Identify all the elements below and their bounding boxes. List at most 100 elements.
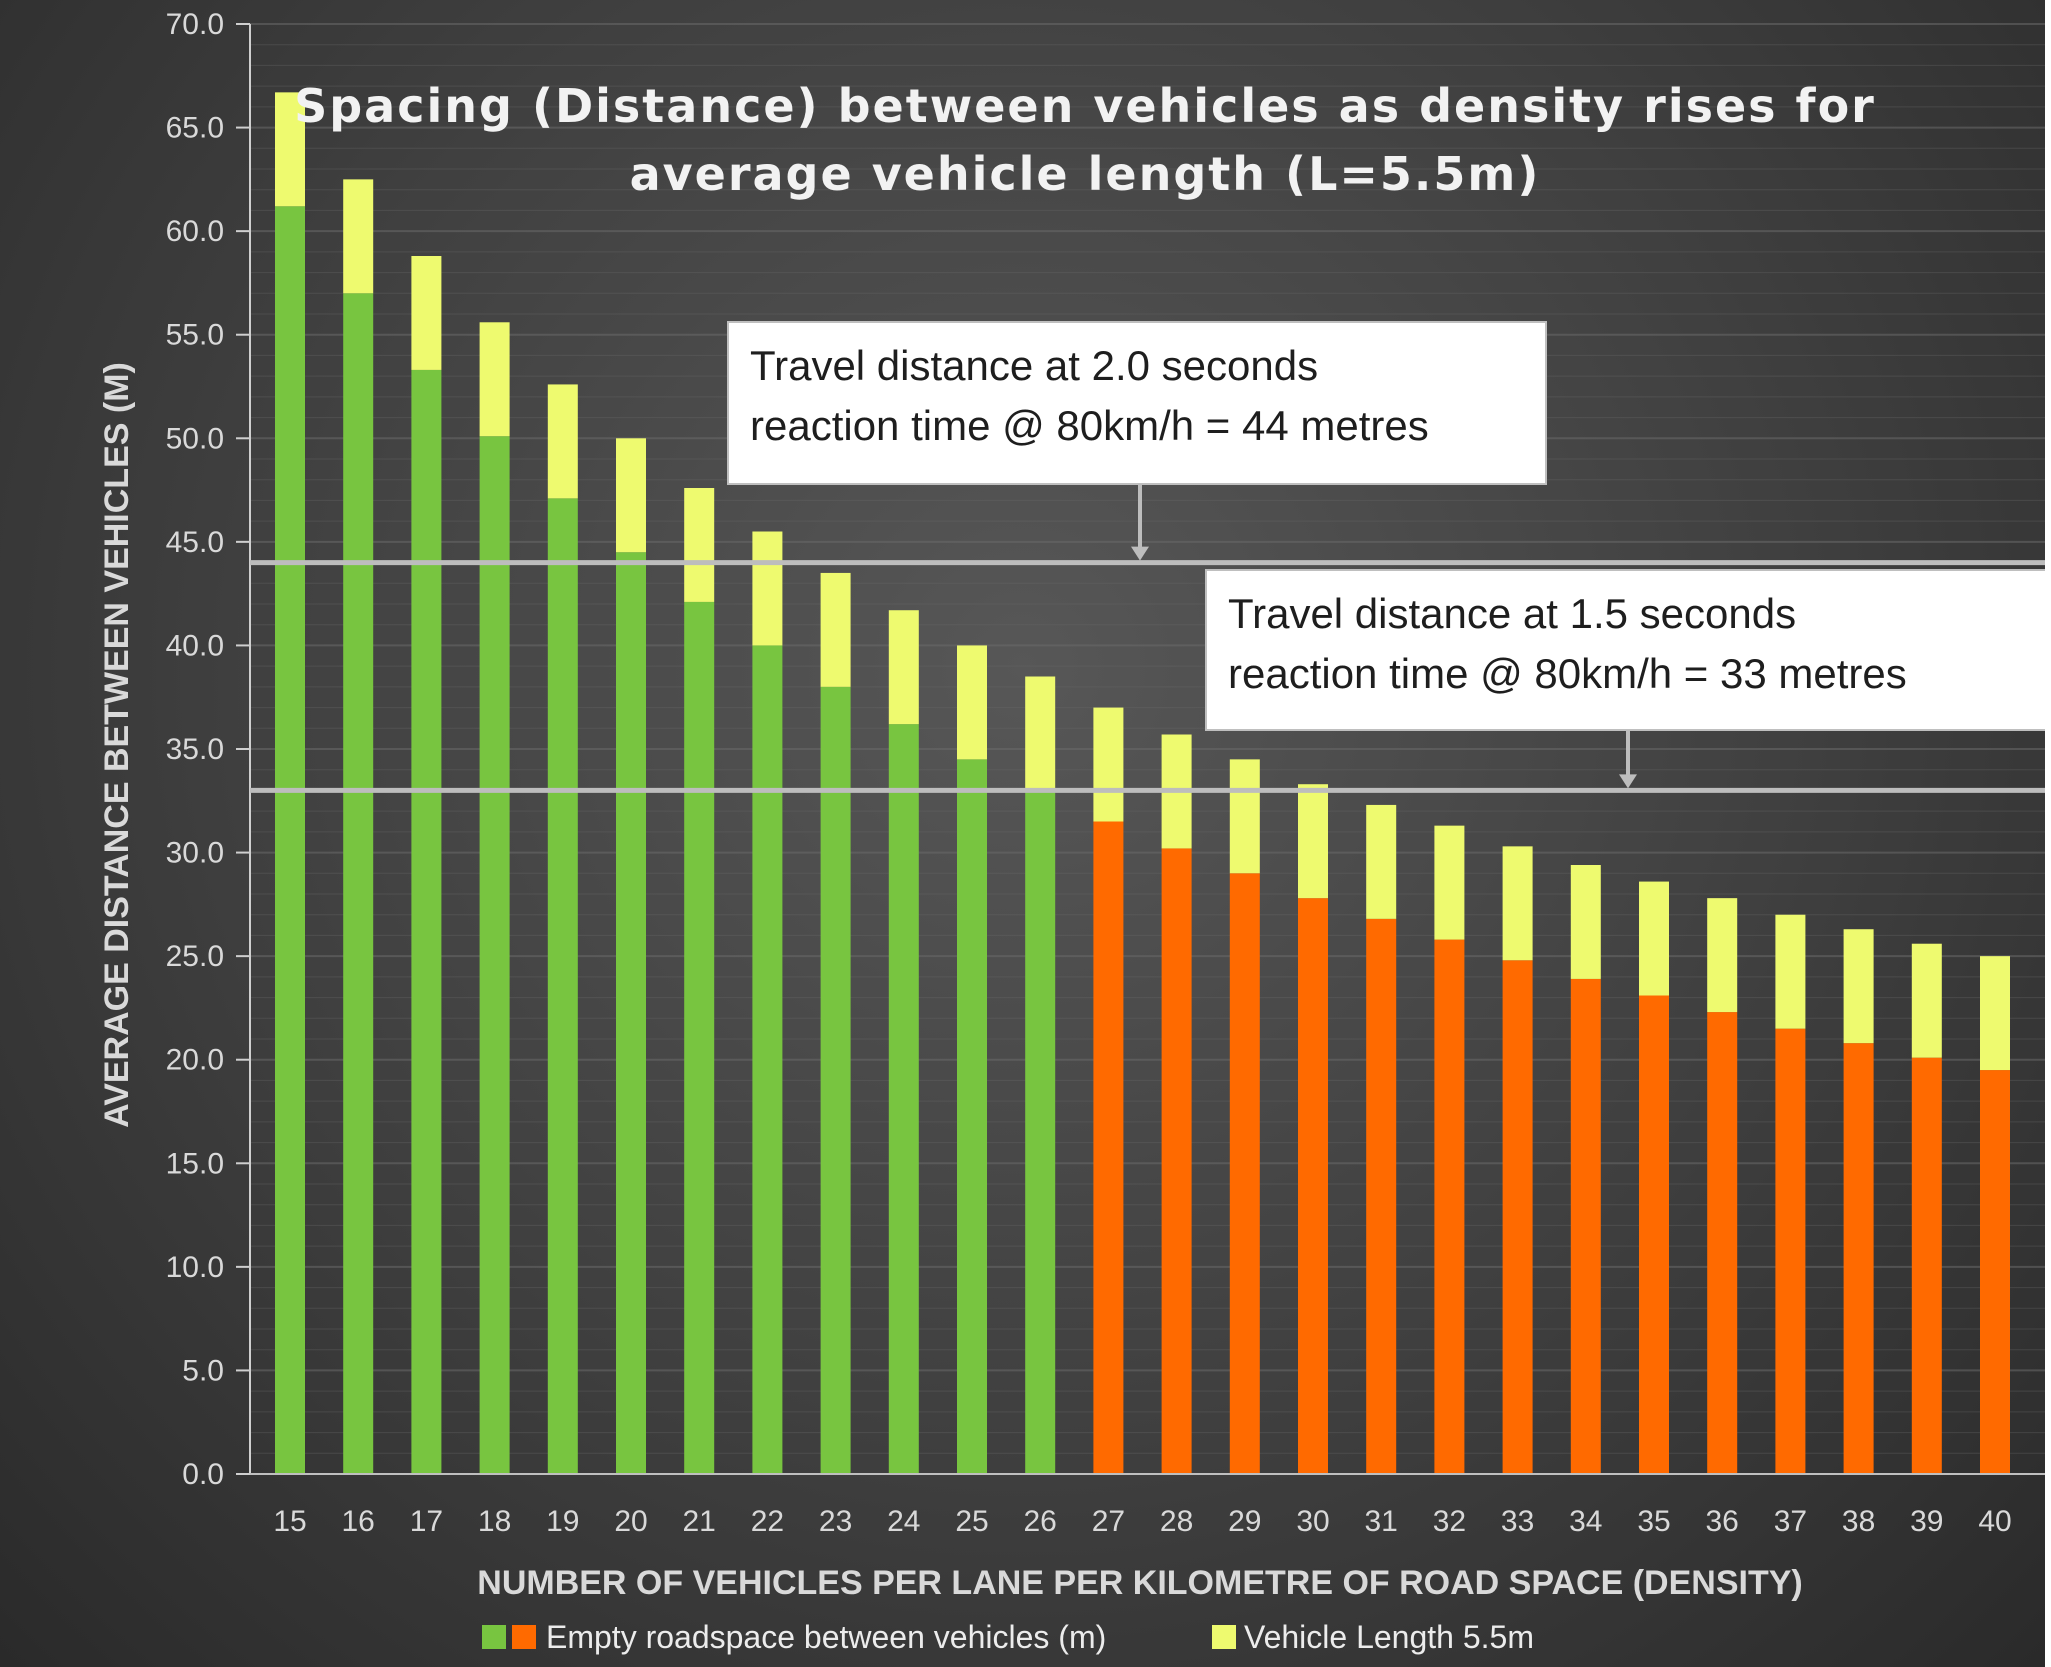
bar-vehicle-length: [1980, 956, 2010, 1071]
bar-vehicle-length: [1366, 804, 1397, 919]
x-tick-label: 22: [751, 1505, 784, 1538]
y-tick-label: 50.0: [166, 422, 224, 455]
bar-vehicle-length: [479, 322, 510, 437]
bars: [275, 92, 2010, 1475]
y-tick-label: 45.0: [166, 526, 224, 559]
axes: 0.0 5.0 10.0 15.0 20.0 25.0 30.0 35.0 40.0 45.0 50…: [166, 8, 2045, 1538]
annotation-arrow-head: [1619, 774, 1637, 789]
annotation-text: reaction time @ 80km/h = 44 metres: [750, 402, 1429, 449]
bar-empty-roadspace: [1434, 939, 1465, 1474]
bar-vehicle-length: [547, 384, 578, 499]
bar-vehicle-length: [1502, 846, 1533, 961]
bar-empty-roadspace: [1775, 1028, 1806, 1474]
legend-swatch-empty-green: [482, 1625, 506, 1649]
bar-empty-roadspace: [820, 686, 851, 1474]
bar-empty-roadspace: [1229, 873, 1260, 1474]
legend-label-vehicle-length: Vehicle Length 5.5m: [1244, 1619, 1534, 1655]
bar-empty-roadspace: [888, 724, 919, 1474]
y-tick-label: 10.0: [166, 1251, 224, 1284]
annotation-text: reaction time @ 80km/h = 33 metres: [1228, 650, 1907, 697]
chart-title-line-1: Spacing (Distance) between vehicles as d…: [294, 79, 1876, 133]
bar-empty-roadspace: [1570, 978, 1601, 1474]
bar-empty-roadspace: [479, 436, 510, 1474]
bar-empty-roadspace: [411, 369, 442, 1474]
bar-vehicle-length: [411, 256, 442, 370]
bar-empty-roadspace: [1025, 790, 1056, 1474]
annotation-box: [727, 321, 1547, 485]
legend-swatch-vehicle-length: [1212, 1625, 1236, 1649]
x-tick-label: 20: [614, 1505, 647, 1538]
x-tick-label: 21: [683, 1505, 716, 1538]
bar-empty-roadspace: [957, 759, 987, 1474]
bar-empty-roadspace: [343, 293, 374, 1475]
bar-vehicle-length: [616, 438, 646, 553]
bar-vehicle-length: [957, 645, 987, 760]
bar-vehicle-length: [820, 572, 851, 687]
x-tick-label: 25: [955, 1505, 988, 1538]
y-tick-label: 35.0: [166, 733, 224, 766]
x-tick-label: 19: [546, 1505, 579, 1538]
bar-empty-roadspace: [1366, 918, 1397, 1474]
y-tick-label: 60.0: [166, 215, 224, 248]
legend-swatch-empty-orange: [512, 1625, 536, 1649]
x-tick-label: 34: [1569, 1505, 1602, 1538]
x-tick-label: 33: [1501, 1505, 1534, 1538]
bar-vehicle-length: [1843, 929, 1874, 1044]
x-tick-label: 32: [1433, 1505, 1466, 1538]
y-tick-label: 0.0: [182, 1458, 224, 1491]
bar-vehicle-length: [1570, 865, 1601, 979]
bar-empty-roadspace: [684, 601, 715, 1474]
x-tick-label: 37: [1774, 1505, 1807, 1538]
x-tick-label: 18: [478, 1505, 511, 1538]
bar-vehicle-length: [1775, 914, 1806, 1029]
bar-empty-roadspace: [752, 645, 783, 1474]
y-axis-label: AVERAGE DISTANCE BETWEEN VEHICLES (M): [98, 362, 136, 1128]
chart-title-line-2: average vehicle length (L=5.5m): [630, 147, 1541, 201]
bar-vehicle-length: [343, 179, 374, 294]
x-tick-label: 29: [1228, 1505, 1261, 1538]
x-tick-label: 23: [819, 1505, 852, 1538]
bar-empty-roadspace: [1911, 1057, 1942, 1474]
bar-empty-roadspace: [1639, 995, 1669, 1474]
x-tick-label: 30: [1296, 1505, 1329, 1538]
y-tick-label: 65.0: [166, 112, 224, 145]
bar-vehicle-length: [888, 610, 919, 725]
bar-vehicle-length: [1707, 898, 1738, 1013]
bar-vehicle-length: [1639, 881, 1669, 996]
y-tick-label: 5.0: [182, 1354, 224, 1387]
bar-empty-roadspace: [275, 206, 305, 1474]
x-tick-label: 38: [1842, 1505, 1875, 1538]
x-tick-label: 17: [410, 1505, 443, 1538]
x-tick-label: 39: [1910, 1505, 1943, 1538]
bar-empty-roadspace: [547, 498, 578, 1474]
y-tick-label: 15.0: [166, 1147, 224, 1180]
y-tick-label: 25.0: [166, 940, 224, 973]
x-tick-label: 31: [1365, 1505, 1398, 1538]
x-tick-label: 35: [1637, 1505, 1670, 1538]
y-tick-label: 20.0: [166, 1044, 224, 1077]
bar-vehicle-length: [1911, 943, 1942, 1058]
legend-label-empty-roadspace: Empty roadspace between vehicles (m): [546, 1619, 1106, 1655]
bar-empty-roadspace: [1298, 898, 1328, 1474]
bar-vehicle-length: [1229, 759, 1260, 874]
bar-vehicle-length: [752, 531, 783, 646]
bar-empty-roadspace: [616, 552, 646, 1474]
bar-vehicle-length: [1434, 825, 1465, 940]
y-tick-label: 30.0: [166, 837, 224, 870]
x-tick-label: 16: [342, 1505, 375, 1538]
y-tick-label: 55.0: [166, 319, 224, 352]
x-tick-label: 24: [887, 1505, 920, 1538]
annotation-text: Travel distance at 1.5 seconds: [1228, 590, 1796, 637]
annotation-text: Travel distance at 2.0 seconds: [750, 342, 1318, 389]
reference-lines: Travel distance at 2.0 seconds reaction t…: [250, 321, 2045, 793]
x-tick-label: 28: [1160, 1505, 1193, 1538]
bar-vehicle-length: [1298, 784, 1328, 899]
bar-empty-roadspace: [1161, 848, 1192, 1474]
bar-vehicle-length: [275, 92, 305, 207]
bar-empty-roadspace: [1707, 1012, 1738, 1474]
bar-empty-roadspace: [1093, 821, 1124, 1474]
bar-vehicle-length: [1025, 676, 1056, 791]
legend: Empty roadspace between vehicles (m) Veh…: [482, 1619, 1534, 1655]
bar-vehicle-length: [1093, 707, 1124, 822]
